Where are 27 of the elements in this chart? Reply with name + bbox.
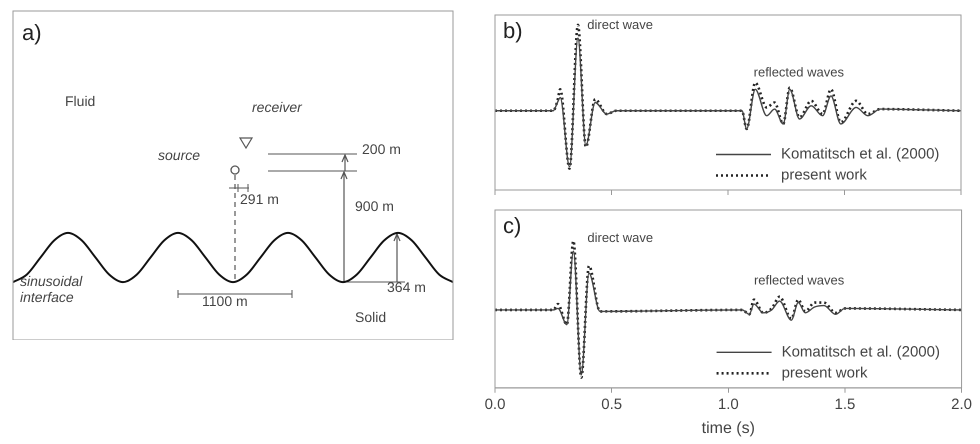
annotation: 364 m <box>387 279 426 295</box>
x-tick-label: 1.5 <box>834 396 856 413</box>
annotation: reflected waves <box>754 272 845 288</box>
annotation: reflected waves <box>754 64 844 80</box>
x-axis-title: time (s) <box>702 420 755 437</box>
text: 900 m <box>355 198 394 214</box>
text: Fluid <box>65 93 96 109</box>
chart-title: a) <box>22 20 42 46</box>
text: source <box>158 147 200 163</box>
x-tick-label: 0.5 <box>601 396 622 413</box>
chart-title: c) <box>503 213 522 238</box>
legend-label: Komatitsch et al. (2000) <box>781 146 940 163</box>
text: 200 m <box>362 141 401 157</box>
x-tick-label: 2.0 <box>951 396 972 413</box>
annotation: direct wave <box>587 17 654 32</box>
annotation: 1100 m <box>202 293 248 309</box>
text: receiver <box>252 99 302 115</box>
annotation: direct wave <box>587 230 654 246</box>
legend-label: Komatitsch et al. (2000) <box>782 343 940 360</box>
annotation: sinusoidal interface <box>20 273 84 305</box>
legend-label: present work <box>782 364 868 382</box>
legend-label: present work <box>781 166 868 184</box>
x-tick-label: 1.0 <box>718 396 739 413</box>
x-tick-label: 0.0 <box>484 396 506 413</box>
annotation: Solid <box>355 309 386 325</box>
text: 291 m <box>240 191 279 207</box>
chart-title: b) <box>503 18 523 44</box>
